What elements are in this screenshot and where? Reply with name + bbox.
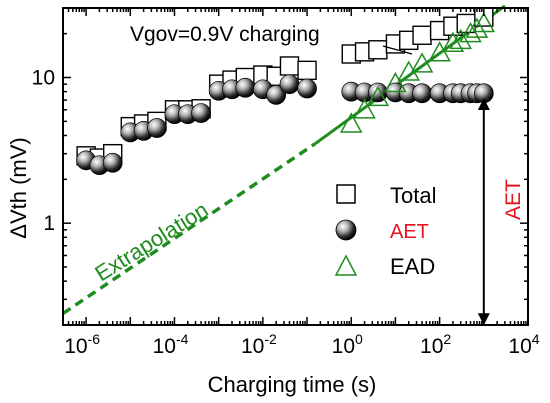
total-point xyxy=(279,56,300,76)
ead-point xyxy=(410,52,434,73)
x-tick-label: 102 xyxy=(420,331,451,358)
extrapolation-dashed-line xyxy=(62,142,316,315)
legend-ead-label: EAD xyxy=(390,254,435,279)
x-tick-label: 100 xyxy=(332,331,363,358)
aet-point xyxy=(191,103,211,123)
axis-ticks xyxy=(62,7,529,326)
legend-ead-marker xyxy=(334,254,358,276)
extrapolation-line xyxy=(62,142,316,315)
y-tick-label: 1 xyxy=(43,212,55,235)
aet-point xyxy=(102,152,123,173)
legend-total-label: Total xyxy=(390,183,436,208)
aet-point xyxy=(279,74,300,95)
ead-point xyxy=(472,11,496,33)
x-tick-label: 10-6 xyxy=(64,331,100,358)
x-tick-label: 104 xyxy=(508,331,539,358)
extrapolation-label: Extrapolation xyxy=(90,197,212,286)
aet-point xyxy=(297,78,317,99)
legend-aet-marker xyxy=(335,219,357,241)
aet-point xyxy=(412,83,432,104)
ead-point xyxy=(339,112,363,133)
total-point xyxy=(412,25,432,45)
ead-point xyxy=(353,98,376,119)
ead-point xyxy=(465,17,489,38)
annotation-pointer xyxy=(382,45,413,55)
data-points xyxy=(76,7,496,176)
y-axis-title: ΔVth (mV) xyxy=(6,137,31,238)
total-point xyxy=(456,13,476,34)
legend: Total AET EAD xyxy=(334,183,436,279)
plot-frame xyxy=(62,7,529,326)
axis-tick-labels: 10-6 10-4 10-2 100 102 104 1 10 xyxy=(32,67,540,358)
aet-point xyxy=(147,118,167,138)
ead-point xyxy=(384,71,407,93)
aet-arrow-label: AET xyxy=(502,179,525,220)
total-point xyxy=(368,40,388,60)
aet-point xyxy=(235,77,256,98)
x-axis-title: Charging time (s) xyxy=(208,372,377,397)
ead-point xyxy=(459,22,482,43)
ead-point xyxy=(449,28,472,50)
y-tick-label: 10 xyxy=(32,67,55,90)
annotation-title: Vgov=0.9V charging xyxy=(130,23,320,46)
legend-aet-label: AET xyxy=(390,221,429,243)
x-tick-label: 10-4 xyxy=(153,331,189,358)
ead-point xyxy=(366,85,390,107)
aet-point xyxy=(266,85,287,105)
x-tick-label: 10-2 xyxy=(241,331,277,358)
total-point xyxy=(297,60,317,81)
ead-point xyxy=(441,31,465,52)
legend-total-marker xyxy=(336,184,356,204)
ead-point xyxy=(397,60,421,81)
